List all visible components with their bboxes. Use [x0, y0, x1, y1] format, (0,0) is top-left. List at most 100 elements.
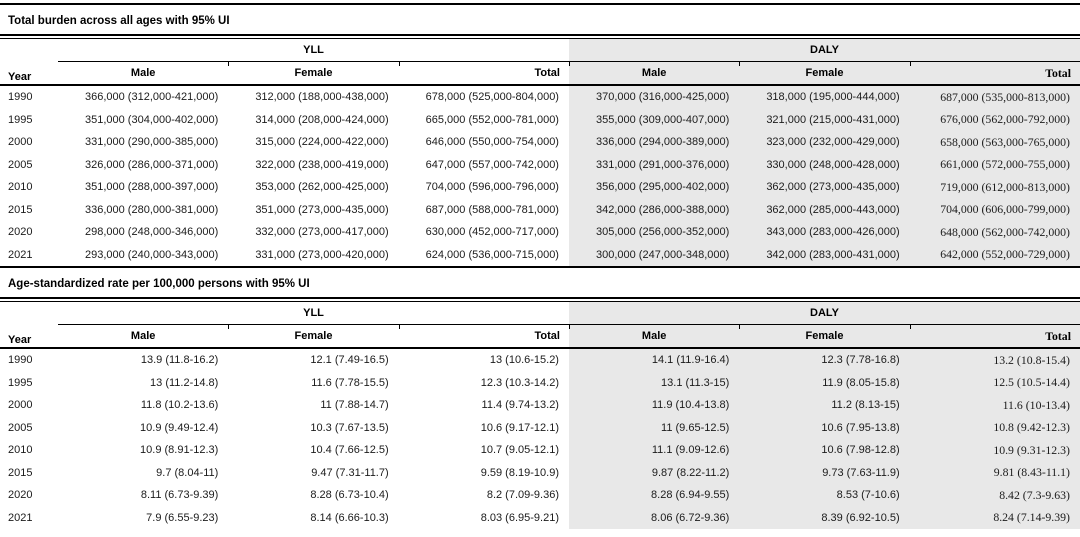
table-row: 2010 351,000 (288,000-397,000) 353,000 (26…	[0, 176, 1080, 199]
year-cell: 2010	[8, 181, 33, 194]
group-header-row: YLL DALY	[0, 302, 1080, 325]
yll-female-value: 12.1 (7.49-16.5)	[310, 354, 389, 367]
yll-male-header: Male	[130, 67, 156, 79]
daly-total-value: 12.5 (10.5-14.4)	[909, 371, 1080, 394]
daly-female-value: 11.9 (8.05-15.8)	[739, 371, 910, 394]
year-cell: 2021	[8, 248, 33, 261]
daly-male-value: 305,000 (256,000-352,000)	[568, 221, 740, 244]
double-rule	[0, 34, 1080, 39]
yll-male-value: 13.9 (11.8-16.2)	[140, 354, 219, 367]
daly-male-value: 8.28 (6.94-9.55)	[568, 484, 740, 507]
daly-female-value: 323,000 (232,000-429,000)	[739, 131, 910, 154]
yll-male-value: 13 (11.2-14.8)	[150, 376, 219, 389]
daly-female-value: 12.3 (7.78-16.8)	[739, 349, 910, 372]
daly-female-value: 11.2 (8.13-15)	[739, 394, 910, 417]
daly-total-value: 687,000 (535,000-813,000)	[909, 86, 1080, 109]
yll-male-value: 7.9 (6.55-9.23)	[146, 511, 219, 524]
yll-female-value: 10.3 (7.67-13.5)	[310, 421, 389, 434]
yll-total-value: 678,000 (525,000-804,000)	[425, 91, 559, 104]
age-standardized-rate-table: Age-standardized rate per 100,000 person…	[0, 266, 1080, 529]
table-row: 2020 8.11 (6.73-9.39) 8.28 (6.73-10.4) 8.2 …	[0, 484, 1080, 507]
table-row: 2005 10.9 (9.49-12.4) 10.3 (7.67-13.5) 10.6…	[0, 416, 1080, 439]
yll-male-value: 10.9 (8.91-12.3)	[140, 444, 219, 457]
group-header-yll: YLL	[58, 302, 569, 325]
yll-male-value: 11.8 (10.2-13.6)	[140, 399, 219, 412]
daly-total-header: Total	[909, 62, 1080, 84]
yll-male-value: 336,000 (280,000-381,000)	[84, 203, 219, 216]
yll-female-value: 332,000 (273,000-417,000)	[255, 226, 389, 239]
daly-male-value: 11.1 (9.09-12.6)	[568, 439, 740, 462]
yll-female-value: 315,000 (224,000-422,000)	[255, 136, 389, 149]
table-row: 2005 326,000 (286,000-371,000) 322,000 (23…	[0, 153, 1080, 176]
daly-female-value: 343,000 (283,000-426,000)	[739, 221, 910, 244]
table-row: 2021 293,000 (240,000-343,000) 331,000 (27…	[0, 243, 1080, 266]
daly-total-header: Total	[909, 325, 1080, 347]
yll-total-value: 9.59 (8.19-10.9)	[480, 466, 559, 479]
double-rule	[0, 297, 1080, 302]
daly-female-value: 10.6 (7.98-12.8)	[739, 439, 910, 462]
yll-total-value: 8.03 (6.95-9.21)	[480, 511, 559, 524]
year-cell: 1995	[8, 376, 33, 389]
year-cell: 1995	[8, 113, 33, 126]
table-row: 2021 7.9 (6.55-9.23) 8.14 (6.66-10.3) 8.03 …	[0, 506, 1080, 529]
yll-total-value: 647,000 (557,000-742,000)	[425, 158, 559, 171]
daly-female-value: 318,000 (195,000-444,000)	[739, 86, 910, 109]
daly-male-value: 8.06 (6.72-9.36)	[568, 506, 740, 529]
yll-total-value: 8.2 (7.09-9.36)	[486, 489, 559, 502]
daly-female-value: 10.6 (7.95-13.8)	[739, 416, 910, 439]
yll-male-value: 9.7 (8.04-11)	[156, 466, 219, 479]
yll-total-header: Total	[398, 325, 569, 347]
daly-total-value: 648,000 (562,000-742,000)	[909, 221, 1080, 244]
yll-female-value: 10.4 (7.66-12.5)	[310, 444, 389, 457]
yll-total-value: 687,000 (588,000-781,000)	[425, 203, 559, 216]
yll-total-value: 630,000 (452,000-717,000)	[425, 226, 559, 239]
daly-total-value: 658,000 (563,000-765,000)	[909, 131, 1080, 154]
yll-total-value: 10.6 (9.17-12.1)	[480, 421, 559, 434]
daly-male-header: Male	[568, 62, 740, 84]
year-column-header: Year	[8, 71, 32, 83]
year-cell: 2005	[8, 158, 33, 171]
daly-male-value: 355,000 (309,000-407,000)	[568, 108, 740, 131]
year-cell: 2000	[8, 399, 33, 412]
group-header-daly: DALY	[569, 39, 1080, 62]
year-cell: 2000	[8, 136, 33, 149]
group-header-row: YLL DALY	[0, 39, 1080, 62]
daly-female-value: 8.39 (6.92-10.5)	[739, 506, 910, 529]
yll-total-value: 624,000 (536,000-715,000)	[425, 248, 559, 261]
daly-female-value: 362,000 (273,000-435,000)	[739, 176, 910, 199]
yll-total-value: 10.7 (9.05-12.1)	[480, 444, 559, 457]
yll-male-value: 331,000 (290,000-385,000)	[84, 136, 219, 149]
daly-total-value: 13.2 (10.8-15.4)	[909, 349, 1080, 372]
year-cell: 2021	[8, 511, 33, 524]
yll-female-value: 9.47 (7.31-11.7)	[311, 466, 389, 479]
daly-male-value: 370,000 (316,000-425,000)	[568, 86, 740, 109]
yll-female-value: 11 (7.88-14.7)	[320, 399, 389, 412]
daly-female-header: Female	[739, 325, 910, 347]
daly-female-header: Female	[739, 62, 910, 84]
daly-total-value: 8.24 (7.14-9.39)	[909, 506, 1080, 529]
yll-male-value: 10.9 (9.49-12.4)	[140, 421, 219, 434]
yll-male-value: 326,000 (286,000-371,000)	[84, 158, 219, 171]
group-header-spacer	[0, 302, 58, 325]
daly-total-value: 8.42 (7.3-9.63)	[909, 484, 1080, 507]
table-row: 1995 351,000 (304,000-402,000) 314,000 (20…	[0, 108, 1080, 131]
yll-male-value: 293,000 (240,000-343,000)	[84, 248, 219, 261]
yll-total-value: 665,000 (552,000-781,000)	[425, 113, 559, 126]
group-header-daly: DALY	[569, 302, 1080, 325]
group-header-spacer	[0, 39, 58, 62]
yll-female-value: 331,000 (273,000-420,000)	[255, 248, 389, 261]
group-header-yll: YLL	[58, 39, 569, 62]
yll-male-value: 366,000 (312,000-421,000)	[84, 91, 219, 104]
table-row: 1990 13.9 (11.8-16.2) 12.1 (7.49-16.5) 13 (…	[0, 349, 1080, 372]
table-row: 2000 11.8 (10.2-13.6) 11 (7.88-14.7) 11.4 (…	[0, 394, 1080, 417]
table-row: 2015 9.7 (8.04-11) 9.47 (7.31-11.7) 9.59 (8…	[0, 461, 1080, 484]
yll-female-header: Female	[228, 62, 398, 84]
yll-female-value: 353,000 (262,000-425,000)	[255, 181, 389, 194]
year-column-header: Year	[8, 334, 32, 346]
table-title-bar: Age-standardized rate per 100,000 person…	[0, 266, 1080, 297]
yll-female-value: 11.6 (7.78-15.5)	[311, 376, 389, 389]
yll-female-value: 312,000 (188,000-438,000)	[255, 91, 389, 104]
yll-total-header: Total	[398, 62, 569, 84]
daly-female-value: 362,000 (285,000-443,000)	[739, 198, 910, 221]
daly-female-value: 9.73 (7.63-11.9)	[739, 461, 910, 484]
